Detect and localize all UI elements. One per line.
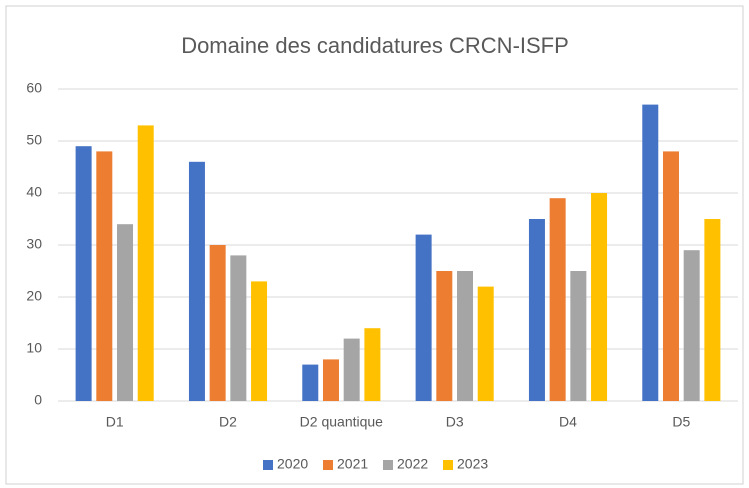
y-tick-label: 60 bbox=[26, 80, 42, 96]
legend-label: 2020 bbox=[277, 456, 308, 472]
bar bbox=[322, 359, 339, 401]
bar bbox=[188, 161, 205, 401]
legend-swatch bbox=[263, 460, 273, 470]
bar bbox=[251, 281, 268, 401]
bar bbox=[662, 151, 679, 401]
x-tick-label: D2 bbox=[219, 414, 237, 430]
bar bbox=[302, 364, 319, 401]
x-tick-label: D5 bbox=[672, 414, 690, 430]
chart-title: Domaine des candidatures CRCN-ISFP bbox=[181, 33, 569, 58]
bar bbox=[591, 193, 608, 401]
bar bbox=[209, 245, 226, 401]
y-tick-label: 40 bbox=[26, 184, 42, 200]
bar bbox=[457, 271, 474, 401]
bar bbox=[343, 338, 360, 401]
bar bbox=[549, 198, 566, 401]
y-tick-label: 10 bbox=[26, 340, 42, 356]
y-tick-label: 30 bbox=[26, 236, 42, 252]
bar bbox=[230, 255, 247, 401]
bar bbox=[477, 286, 494, 401]
bar bbox=[642, 104, 659, 401]
bar bbox=[436, 271, 453, 401]
y-tick-label: 0 bbox=[34, 392, 42, 408]
bar bbox=[364, 328, 381, 401]
bar bbox=[683, 250, 700, 401]
x-tick-label: D2 quantique bbox=[300, 414, 384, 430]
y-tick-label: 20 bbox=[26, 288, 42, 304]
bar bbox=[75, 146, 92, 401]
bar bbox=[117, 224, 134, 401]
bar bbox=[704, 219, 721, 401]
legend-swatch bbox=[323, 460, 333, 470]
x-tick-label: D3 bbox=[446, 414, 464, 430]
legend-label: 2021 bbox=[337, 456, 368, 472]
y-tick-label: 50 bbox=[26, 132, 42, 148]
bar bbox=[415, 234, 432, 401]
legend-swatch bbox=[383, 460, 393, 470]
bar bbox=[96, 151, 113, 401]
legend-label: 2022 bbox=[397, 456, 428, 472]
legend-swatch bbox=[443, 460, 453, 470]
bar bbox=[528, 219, 545, 401]
bar bbox=[570, 271, 587, 401]
legend-label: 2023 bbox=[457, 456, 488, 472]
x-tick-label: D4 bbox=[559, 414, 577, 430]
x-tick-label: D1 bbox=[106, 414, 124, 430]
bar bbox=[137, 125, 154, 402]
